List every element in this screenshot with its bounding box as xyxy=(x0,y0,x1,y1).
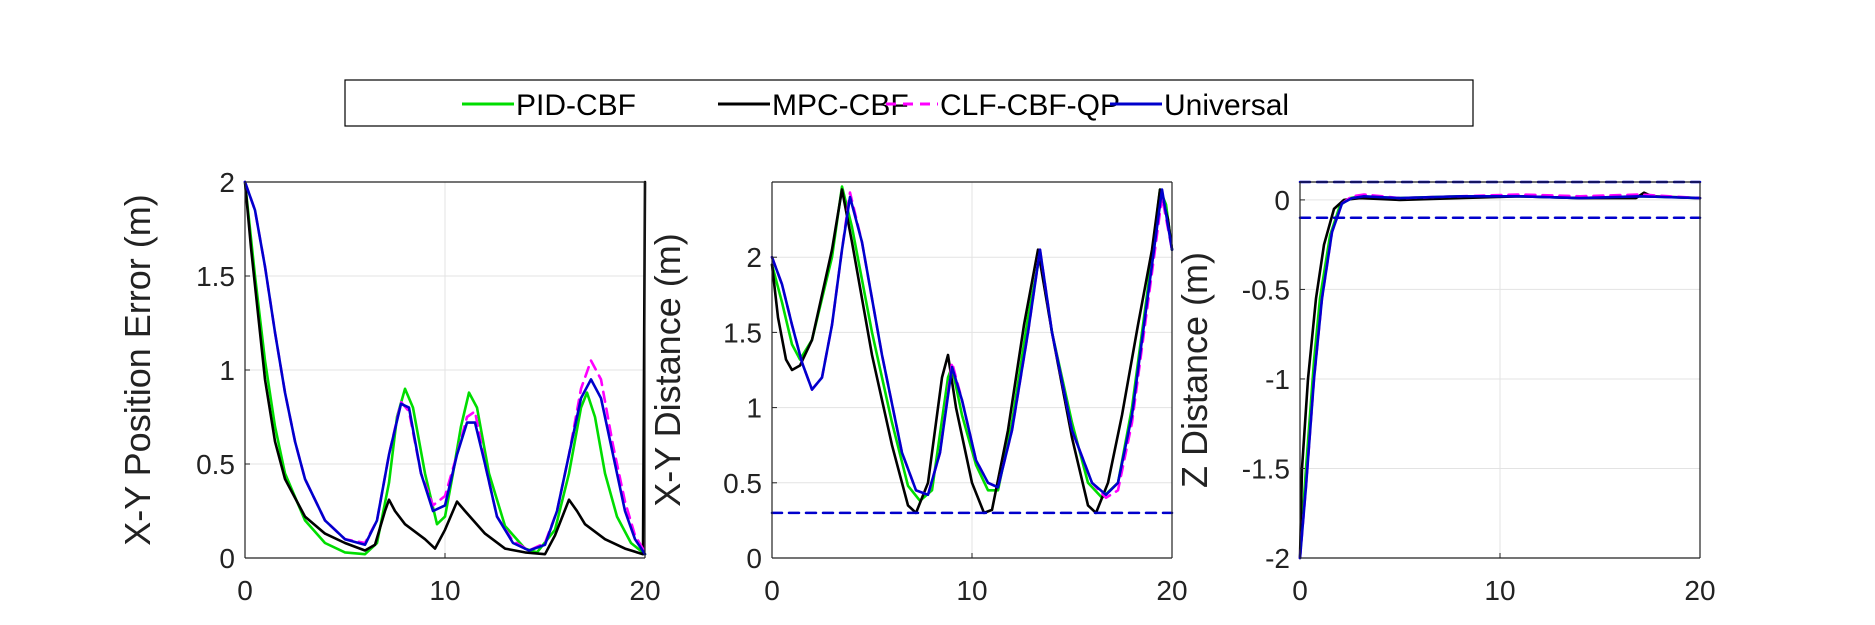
legend: PID-CBF MPC-CBF CLF-CBF-QP Universal xyxy=(344,79,1474,127)
series-line-universal xyxy=(770,188,1174,497)
series-line-mpc-cbf xyxy=(243,180,647,556)
legend-entry-mpc-cbf: MPC-CBF xyxy=(718,89,909,122)
series-group xyxy=(243,180,647,556)
y-axis-label: X-Y Distance (m) xyxy=(647,233,688,506)
legend-label-universal: Universal xyxy=(1164,89,1289,122)
series-line-pid-cbf xyxy=(243,180,647,556)
subplot-3: 0 10 20 -2 -1.5 -1 -0.5 0 Z Distance (m) xyxy=(1174,180,1716,606)
subplot-1: 0 10 20 0 0.5 1 1.5 2 X-Y Position Error (m) xyxy=(117,167,661,606)
x-tick-label: 0 xyxy=(764,575,780,606)
y-tick-label: 0.5 xyxy=(196,449,235,480)
y-axis-label: X-Y Position Error (m) xyxy=(117,194,158,545)
legend-entry-universal: Universal xyxy=(1110,89,1289,122)
y-tick-label: 1 xyxy=(219,355,235,386)
y-tick-label: 1.5 xyxy=(196,261,235,292)
y-tick-label: 0.5 xyxy=(723,468,762,499)
y-tick-label: 1 xyxy=(746,393,762,424)
series-group xyxy=(770,185,1174,515)
y-tick-label: -0.5 xyxy=(1242,274,1290,305)
legend-entry-pid-cbf: PID-CBF xyxy=(462,89,636,122)
legend-label-pid-cbf: PID-CBF xyxy=(516,89,636,122)
series-line-mpc-cbf xyxy=(770,188,1174,515)
x-tick-label: 0 xyxy=(1292,575,1308,606)
y-tick-label: 0 xyxy=(746,543,762,574)
y-tick-label: 0 xyxy=(1274,185,1290,216)
subplot-2: 0 10 20 0 0.5 1 1.5 2 X-Y Distance (m) xyxy=(647,181,1188,606)
x-tick-label: 10 xyxy=(429,575,460,606)
x-tick-label: 20 xyxy=(1684,575,1715,606)
series-line-universal xyxy=(243,180,647,556)
legend-label-clf-cbf-qp: CLF-CBF-QP xyxy=(940,89,1120,122)
x-tick-label: 10 xyxy=(956,575,987,606)
y-tick-label: 2 xyxy=(219,167,235,198)
x-tick-label: 0 xyxy=(237,575,253,606)
y-tick-label: 2 xyxy=(746,242,762,273)
series-line-universal xyxy=(1298,195,1702,560)
y-tick-label: -2 xyxy=(1265,543,1290,574)
y-tick-label: -1 xyxy=(1265,364,1290,395)
legend-entry-clf-cbf-qp: CLF-CBF-QP xyxy=(886,89,1120,122)
y-tick-label: -1.5 xyxy=(1242,453,1290,484)
y-axis-label: Z Distance (m) xyxy=(1174,252,1215,488)
legend-label-mpc-cbf: MPC-CBF xyxy=(772,89,909,122)
x-tick-label: 10 xyxy=(1484,575,1515,606)
y-tick-label: 1.5 xyxy=(723,317,762,348)
x-tick-label: 20 xyxy=(1156,575,1187,606)
x-tick-label: 20 xyxy=(629,575,660,606)
y-tick-label: 0 xyxy=(219,543,235,574)
